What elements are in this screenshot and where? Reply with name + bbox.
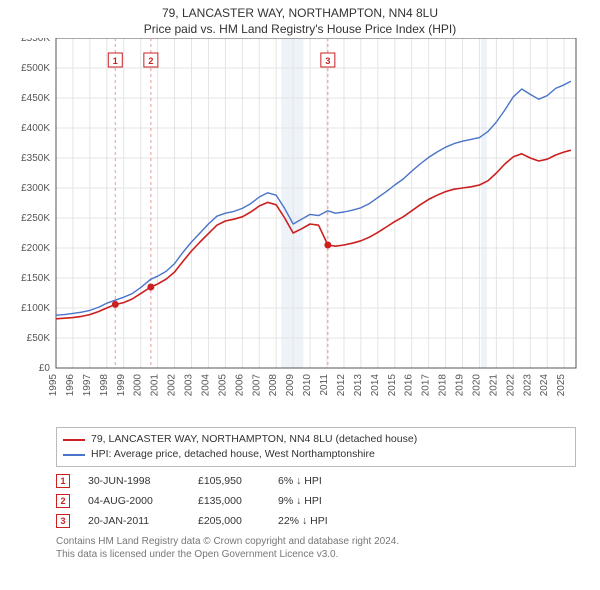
svg-text:2020: 2020 [471,374,482,397]
svg-text:£50K: £50K [27,333,51,344]
footer-line: This data is licensed under the Open Gov… [56,548,576,561]
svg-text:2014: 2014 [370,374,381,397]
svg-text:2008: 2008 [268,374,279,397]
svg-text:1999: 1999 [116,374,127,397]
svg-text:£350K: £350K [21,153,50,164]
svg-text:2023: 2023 [522,374,533,397]
svg-text:2007: 2007 [251,374,262,397]
legend-label-hpi: HPI: Average price, detached house, West… [91,447,375,462]
legend-label-property: 79, LANCASTER WAY, NORTHAMPTON, NN4 8LU … [91,432,417,447]
svg-text:2006: 2006 [234,374,245,397]
down-arrow-icon: ↓ [296,495,301,507]
sale-price: £135,000 [198,495,278,507]
svg-text:2009: 2009 [285,374,296,397]
svg-text:2013: 2013 [353,374,364,397]
svg-text:1997: 1997 [82,374,93,397]
svg-text:2005: 2005 [217,374,228,397]
sale-delta: 22% ↓ HPI [278,515,328,527]
svg-text:2: 2 [148,56,153,66]
svg-text:£100K: £100K [21,303,50,314]
svg-text:2025: 2025 [556,374,567,397]
svg-text:2017: 2017 [421,374,432,397]
svg-text:2012: 2012 [336,374,347,397]
svg-text:2015: 2015 [387,374,398,397]
svg-text:£550K: £550K [21,38,50,44]
svg-text:2016: 2016 [404,374,415,397]
svg-text:2010: 2010 [302,374,313,397]
sale-date: 04-AUG-2000 [88,495,198,507]
chart-subtitle: Price paid vs. HM Land Registry's House … [0,22,600,36]
sale-price: £105,950 [198,475,278,487]
svg-text:2004: 2004 [200,374,211,397]
legend-item-hpi: HPI: Average price, detached house, West… [63,447,569,462]
sale-date: 20-JAN-2011 [88,515,198,527]
svg-text:3: 3 [325,56,330,66]
attribution-footer: Contains HM Land Registry data © Crown c… [56,535,576,561]
svg-text:£400K: £400K [21,123,50,134]
sale-marker-badge: 2 [56,494,70,508]
svg-text:2022: 2022 [505,374,516,397]
svg-text:£250K: £250K [21,213,50,224]
svg-text:2003: 2003 [184,374,195,397]
svg-text:£450K: £450K [21,93,50,104]
svg-text:1995: 1995 [48,374,59,397]
sale-marker-row: 1 30-JUN-1998 £105,950 6% ↓ HPI [56,471,576,491]
down-arrow-icon: ↓ [296,475,301,487]
svg-text:2018: 2018 [438,374,449,397]
down-arrow-icon: ↓ [302,515,307,527]
svg-text:2011: 2011 [319,374,330,396]
svg-text:£150K: £150K [21,273,50,284]
sale-marker-row: 2 04-AUG-2000 £135,000 9% ↓ HPI [56,491,576,511]
svg-text:£300K: £300K [21,183,50,194]
sale-delta: 9% ↓ HPI [278,495,322,507]
sale-delta: 6% ↓ HPI [278,475,322,487]
legend-swatch-property [63,439,85,441]
sale-date: 30-JUN-1998 [88,475,198,487]
svg-text:£0: £0 [39,363,51,374]
chart-svg: £0 £50K £100K £150K £200K £250K £300K £350K £400… [0,38,600,418]
svg-text:1996: 1996 [65,374,76,397]
sale-price: £205,000 [198,515,278,527]
price-chart: £0 £50K £100K £150K £200K £250K £300K £350K £400… [0,38,600,421]
legend-swatch-hpi [63,454,85,456]
svg-text:2002: 2002 [167,374,178,397]
legend-box: 79, LANCASTER WAY, NORTHAMPTON, NN4 8LU … [56,427,576,467]
sale-marker-table: 1 30-JUN-1998 £105,950 6% ↓ HPI 2 04-AUG… [56,471,576,531]
svg-text:1: 1 [113,56,118,66]
legend-item-property: 79, LANCASTER WAY, NORTHAMPTON, NN4 8LU … [63,432,569,447]
svg-text:£500K: £500K [21,63,50,74]
svg-text:2000: 2000 [133,374,144,397]
sale-marker-badge: 1 [56,474,70,488]
svg-text:2019: 2019 [455,374,466,397]
svg-text:2001: 2001 [150,374,161,397]
svg-text:1998: 1998 [99,374,110,397]
svg-text:£200K: £200K [21,243,50,254]
svg-text:2024: 2024 [539,374,550,397]
chart-title: 79, LANCASTER WAY, NORTHAMPTON, NN4 8LU [0,6,600,20]
svg-text:2021: 2021 [488,374,499,397]
chart-title-block: 79, LANCASTER WAY, NORTHAMPTON, NN4 8LU … [0,0,600,38]
sale-marker-badge: 3 [56,514,70,528]
footer-line: Contains HM Land Registry data © Crown c… [56,535,576,548]
sale-marker-row: 3 20-JAN-2011 £205,000 22% ↓ HPI [56,511,576,531]
